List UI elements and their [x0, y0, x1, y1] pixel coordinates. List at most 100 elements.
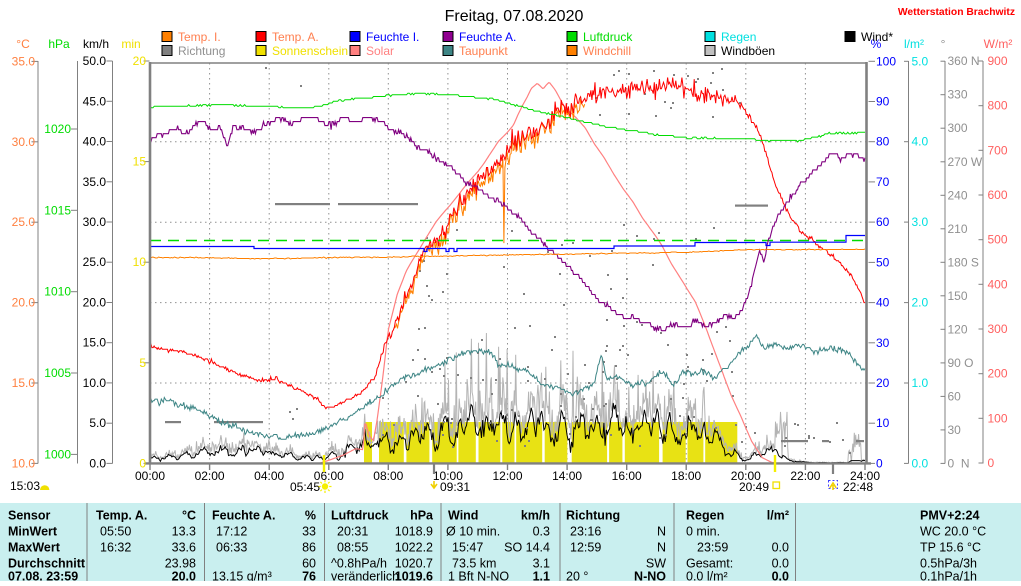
svg-text:12:59: 12:59 — [570, 541, 601, 555]
svg-text:18:00: 18:00 — [671, 469, 701, 483]
svg-text:0.0: 0.0 — [772, 541, 789, 555]
svg-text:70: 70 — [876, 175, 890, 189]
svg-text:Gesamt:: Gesamt: — [686, 557, 733, 571]
svg-text:270 W: 270 W — [948, 155, 983, 169]
svg-text:2.0: 2.0 — [912, 296, 929, 310]
svg-text:N: N — [657, 541, 666, 555]
svg-text:10.0: 10.0 — [83, 376, 107, 390]
svg-text:24:00: 24:00 — [850, 469, 880, 483]
svg-text:5.0: 5.0 — [89, 416, 106, 430]
svg-text:05:50: 05:50 — [100, 525, 131, 539]
svg-text:Freitag, 07.08.2020: Freitag, 07.08.2020 — [445, 8, 584, 25]
svg-text:Sensor: Sensor — [8, 509, 51, 523]
svg-text:Wind*: Wind* — [861, 30, 893, 44]
svg-text:N: N — [657, 525, 666, 539]
svg-text:min: min — [121, 37, 140, 51]
svg-text:20.0: 20.0 — [83, 296, 107, 310]
svg-text:Wind: Wind — [448, 509, 478, 523]
svg-text:120: 120 — [948, 322, 968, 336]
svg-text:700: 700 — [988, 143, 1008, 157]
svg-text:500: 500 — [988, 233, 1008, 247]
svg-text:14:00: 14:00 — [552, 469, 582, 483]
svg-text:25.0: 25.0 — [12, 215, 36, 229]
svg-text:Richtung: Richtung — [178, 44, 225, 58]
svg-text:30: 30 — [876, 336, 890, 350]
svg-text:10.0: 10.0 — [12, 456, 36, 470]
svg-text:30.0: 30.0 — [83, 215, 107, 229]
svg-text:Wetterstation Brachwitz: Wetterstation Brachwitz — [898, 7, 1015, 18]
svg-text:Regen: Regen — [686, 509, 724, 523]
svg-text:hPa: hPa — [410, 509, 434, 523]
svg-text:Luftdruck: Luftdruck — [583, 30, 633, 44]
svg-text:0.0 l/m²: 0.0 l/m² — [686, 570, 728, 582]
svg-text:73.5 km: 73.5 km — [452, 557, 496, 571]
svg-text:1.1: 1.1 — [533, 570, 550, 582]
svg-text:Windchill: Windchill — [583, 44, 631, 58]
svg-text:15: 15 — [133, 155, 147, 169]
svg-text:0.0: 0.0 — [772, 557, 789, 571]
svg-text:3.0: 3.0 — [912, 215, 929, 229]
svg-text:3.1: 3.1 — [533, 557, 550, 571]
svg-text:240: 240 — [948, 188, 968, 202]
svg-text:20:49: 20:49 — [739, 480, 769, 494]
svg-text:PMV+2:24: PMV+2:24 — [920, 509, 979, 523]
svg-text:15:47: 15:47 — [452, 541, 483, 555]
svg-text:150: 150 — [948, 289, 968, 303]
svg-text:Ø 10 min.: Ø 10 min. — [446, 525, 500, 539]
svg-text:0.0: 0.0 — [772, 570, 789, 582]
svg-text:0.1hPa/1h: 0.1hPa/1h — [920, 570, 977, 582]
svg-text:Luftdruck: Luftdruck — [331, 509, 389, 523]
svg-text:1019.6: 1019.6 — [395, 570, 433, 582]
svg-text:WC 20.0 °C: WC 20.0 °C — [920, 525, 986, 539]
svg-text:06:00: 06:00 — [314, 469, 344, 483]
svg-text:0 N: 0 N — [948, 456, 970, 470]
svg-text:0 min.: 0 min. — [686, 525, 720, 539]
svg-text:60: 60 — [876, 215, 890, 229]
svg-text:Temp. I.: Temp. I. — [178, 30, 221, 44]
svg-text:veränderlich: veränderlich — [331, 570, 399, 582]
svg-text:0.0: 0.0 — [89, 456, 106, 470]
svg-text:76: 76 — [302, 570, 316, 582]
svg-text:23:59: 23:59 — [697, 541, 728, 555]
svg-text:TP 15.6 °C: TP 15.6 °C — [920, 541, 981, 555]
svg-text:%: % — [871, 37, 882, 51]
svg-text:Richtung: Richtung — [566, 509, 620, 523]
svg-text:22:00: 22:00 — [790, 469, 820, 483]
svg-text:100: 100 — [876, 54, 896, 68]
svg-text:1018.9: 1018.9 — [395, 525, 433, 539]
svg-text:1005: 1005 — [44, 366, 71, 380]
svg-text:06:33: 06:33 — [216, 541, 247, 555]
svg-text:90 O: 90 O — [948, 356, 974, 370]
svg-text:MaxWert: MaxWert — [8, 541, 61, 555]
svg-text:0.5hPa/3h: 0.5hPa/3h — [920, 557, 977, 571]
svg-text:40.0: 40.0 — [83, 135, 107, 149]
svg-text:1022.2: 1022.2 — [395, 541, 433, 555]
svg-text:04:00: 04:00 — [254, 469, 284, 483]
svg-text:Solar: Solar — [366, 44, 394, 58]
svg-text:180 S: 180 S — [948, 255, 979, 269]
svg-text:Temp. A.: Temp. A. — [96, 509, 147, 523]
svg-text:0: 0 — [876, 456, 883, 470]
svg-text:Feuchte I.: Feuchte I. — [366, 30, 419, 44]
svg-text:°C: °C — [16, 37, 30, 51]
svg-text:200: 200 — [988, 367, 1008, 381]
svg-text:N-NO: N-NO — [634, 570, 666, 582]
svg-text:800: 800 — [988, 99, 1008, 113]
svg-text:360 N: 360 N — [948, 54, 980, 68]
svg-text:°: ° — [941, 37, 946, 51]
svg-text:5.0: 5.0 — [912, 54, 929, 68]
svg-text:80: 80 — [876, 135, 890, 149]
svg-text:l/m²: l/m² — [767, 509, 789, 523]
svg-text:0.3: 0.3 — [533, 525, 550, 539]
svg-text:30.0: 30.0 — [12, 135, 36, 149]
svg-text:100: 100 — [988, 411, 1008, 425]
svg-text:^0.8hPa/h: ^0.8hPa/h — [331, 557, 387, 571]
svg-text:MinWert: MinWert — [8, 525, 58, 539]
svg-text:20:31: 20:31 — [337, 525, 368, 539]
svg-text:10: 10 — [876, 416, 890, 430]
svg-text:22:48: 22:48 — [843, 480, 873, 494]
svg-text:09:31: 09:31 — [440, 480, 470, 494]
svg-text:23:16: 23:16 — [570, 525, 601, 539]
svg-text:%: % — [305, 509, 316, 523]
svg-text:20: 20 — [133, 54, 147, 68]
